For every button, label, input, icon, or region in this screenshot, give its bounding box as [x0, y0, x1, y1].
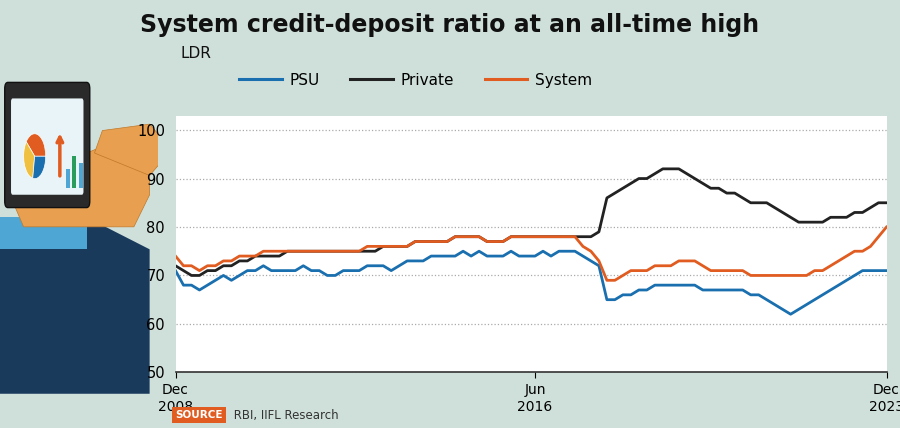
- Wedge shape: [32, 156, 46, 178]
- FancyBboxPatch shape: [11, 98, 84, 195]
- Bar: [79, 163, 83, 188]
- Polygon shape: [0, 217, 86, 249]
- Legend: PSU, Private, System: PSU, Private, System: [233, 67, 598, 94]
- Bar: [72, 156, 76, 188]
- Wedge shape: [23, 142, 34, 178]
- Polygon shape: [13, 137, 149, 227]
- Polygon shape: [94, 124, 161, 175]
- Polygon shape: [0, 217, 149, 394]
- Text: RBI, IIFL Research: RBI, IIFL Research: [230, 409, 338, 422]
- Text: System credit-deposit ratio at an all-time high: System credit-deposit ratio at an all-ti…: [140, 13, 760, 37]
- Text: SOURCE: SOURCE: [176, 410, 223, 420]
- FancyBboxPatch shape: [4, 82, 90, 208]
- Text: LDR: LDR: [180, 46, 211, 61]
- Bar: [67, 169, 70, 188]
- Wedge shape: [26, 134, 46, 156]
